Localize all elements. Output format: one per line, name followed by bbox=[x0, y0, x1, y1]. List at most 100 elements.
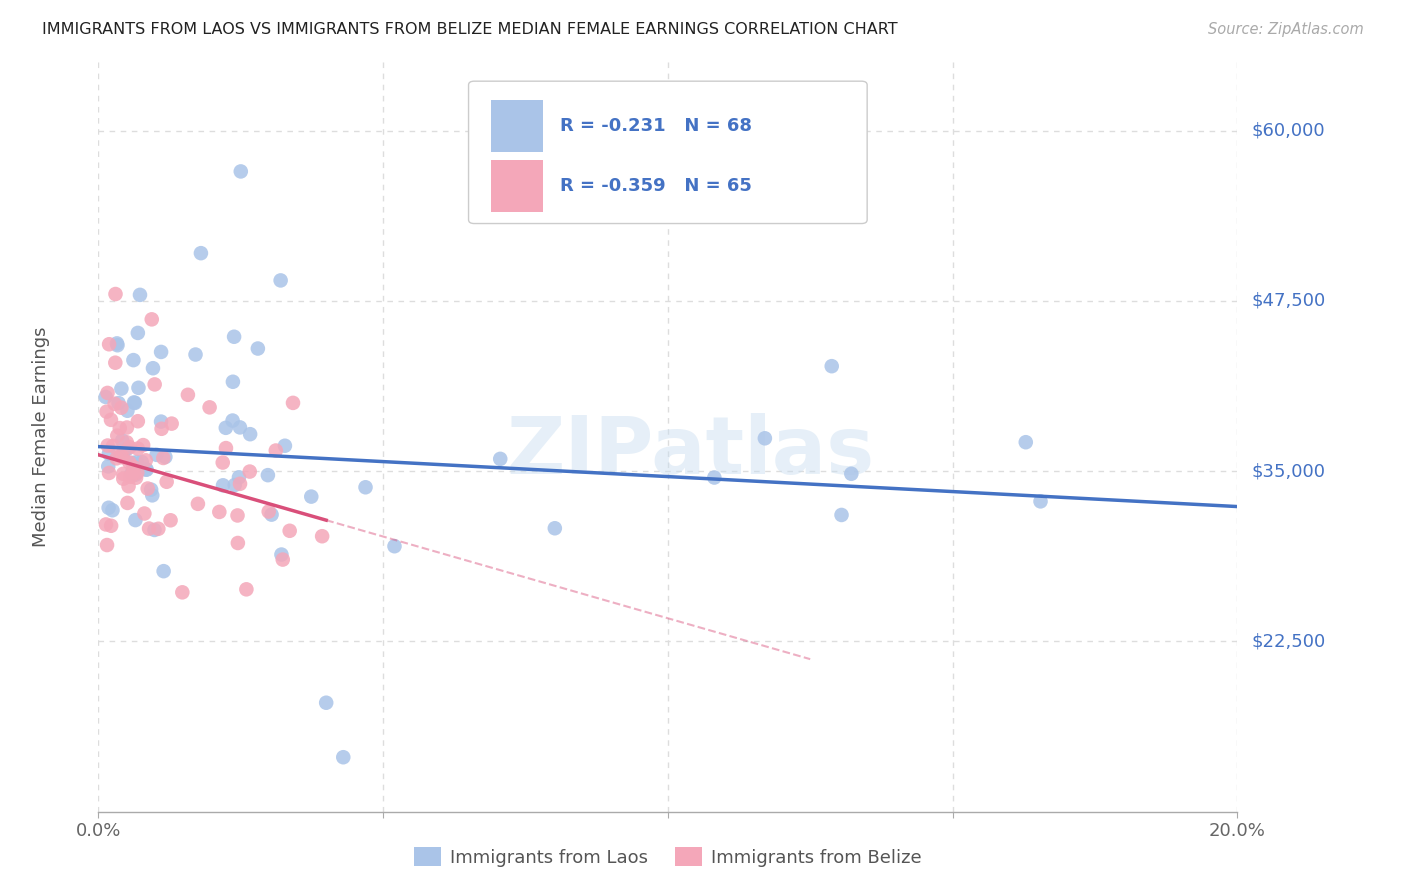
Point bbox=[271, 552, 294, 566]
Point bbox=[127, 414, 149, 428]
Point bbox=[270, 548, 292, 562]
Point bbox=[155, 450, 177, 464]
Point bbox=[821, 359, 844, 374]
Point bbox=[152, 564, 174, 578]
Bar bbox=[491, 100, 543, 153]
Point bbox=[121, 456, 143, 470]
Point bbox=[122, 465, 145, 479]
Point bbox=[125, 471, 148, 485]
Point bbox=[107, 338, 129, 352]
Point bbox=[754, 431, 776, 445]
Point bbox=[111, 434, 134, 448]
Point bbox=[315, 696, 337, 710]
Point bbox=[100, 518, 122, 533]
Point bbox=[127, 466, 149, 480]
Point bbox=[112, 472, 135, 486]
Point bbox=[190, 246, 212, 260]
Point bbox=[208, 505, 231, 519]
Point bbox=[150, 345, 173, 359]
Point bbox=[281, 396, 304, 410]
Text: $35,000: $35,000 bbox=[1251, 462, 1326, 480]
Point bbox=[135, 462, 157, 476]
Point bbox=[132, 438, 155, 452]
Point bbox=[94, 517, 117, 532]
Text: R = -0.231   N = 68: R = -0.231 N = 68 bbox=[560, 117, 752, 135]
Point bbox=[141, 488, 163, 502]
Point bbox=[100, 413, 122, 427]
Point bbox=[135, 453, 157, 467]
Point bbox=[198, 401, 221, 415]
Point bbox=[122, 353, 145, 368]
Point bbox=[160, 417, 183, 431]
Point bbox=[270, 273, 292, 287]
Point bbox=[229, 420, 252, 434]
Point bbox=[98, 337, 121, 351]
Point bbox=[104, 287, 127, 301]
Point bbox=[489, 451, 512, 466]
Point bbox=[544, 521, 567, 535]
Point bbox=[187, 497, 209, 511]
Point bbox=[150, 422, 173, 436]
Point bbox=[159, 513, 181, 527]
Point bbox=[96, 385, 118, 400]
Point bbox=[228, 470, 250, 484]
Point bbox=[152, 450, 174, 465]
Point bbox=[150, 415, 173, 429]
Text: ZIPatlas: ZIPatlas bbox=[506, 413, 875, 491]
Point bbox=[117, 496, 139, 510]
Point bbox=[111, 450, 134, 465]
Point bbox=[105, 451, 128, 466]
Point bbox=[299, 490, 322, 504]
Point bbox=[110, 382, 132, 396]
Point bbox=[117, 403, 139, 417]
Point bbox=[139, 483, 162, 497]
Point bbox=[118, 455, 141, 469]
Point bbox=[97, 447, 120, 461]
Point bbox=[110, 449, 132, 463]
Point bbox=[127, 381, 149, 395]
Point bbox=[122, 460, 145, 475]
Text: Source: ZipAtlas.com: Source: ZipAtlas.com bbox=[1208, 22, 1364, 37]
Point bbox=[384, 539, 406, 553]
Point bbox=[703, 470, 725, 484]
Point bbox=[105, 428, 128, 442]
Point bbox=[224, 478, 246, 492]
Point bbox=[101, 503, 124, 517]
Point bbox=[131, 455, 153, 469]
Point bbox=[117, 479, 139, 493]
Point bbox=[145, 448, 167, 462]
Point bbox=[257, 468, 280, 483]
Point bbox=[134, 507, 156, 521]
Point bbox=[97, 459, 120, 474]
Point bbox=[141, 312, 163, 326]
Point bbox=[96, 538, 118, 552]
Point bbox=[148, 522, 170, 536]
Point bbox=[112, 467, 135, 481]
Point bbox=[104, 356, 127, 370]
Point bbox=[274, 439, 297, 453]
Point bbox=[222, 375, 245, 389]
Point bbox=[221, 413, 243, 427]
Point bbox=[124, 467, 146, 482]
Point bbox=[118, 440, 141, 454]
FancyBboxPatch shape bbox=[468, 81, 868, 224]
Point bbox=[839, 467, 862, 481]
Point bbox=[122, 395, 145, 409]
Point bbox=[138, 522, 160, 536]
Point bbox=[212, 478, 235, 492]
Point bbox=[124, 396, 146, 410]
Text: R = -0.359   N = 65: R = -0.359 N = 65 bbox=[560, 178, 752, 195]
Point bbox=[112, 444, 135, 458]
Point bbox=[125, 455, 148, 469]
Point bbox=[127, 442, 149, 456]
Point bbox=[215, 421, 238, 435]
Legend: Immigrants from Laos, Immigrants from Belize: Immigrants from Laos, Immigrants from Be… bbox=[406, 840, 929, 874]
Point bbox=[1015, 435, 1038, 450]
Point bbox=[143, 377, 166, 392]
Point bbox=[264, 443, 287, 458]
Point bbox=[229, 164, 252, 178]
Point bbox=[260, 508, 283, 522]
Point bbox=[120, 469, 142, 483]
Point bbox=[229, 476, 252, 491]
Point bbox=[101, 439, 124, 453]
